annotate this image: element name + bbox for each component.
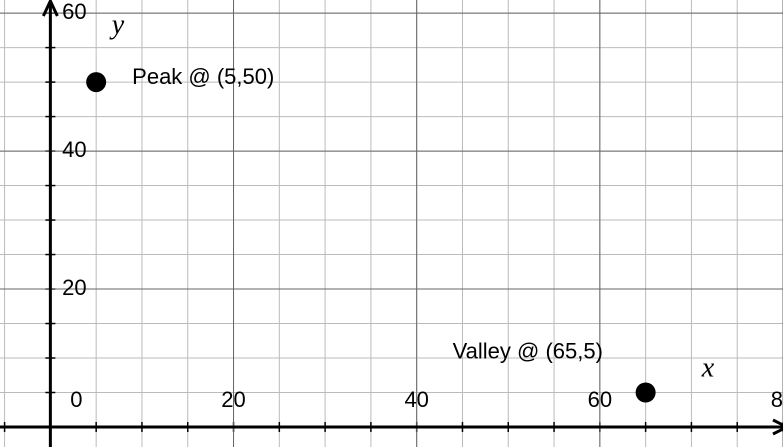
point <box>86 72 107 93</box>
annotation: Peak @ (5,50) <box>132 64 274 89</box>
x-tick-label: 60 <box>588 387 612 412</box>
x-tick-label: 0 <box>70 387 82 412</box>
y-tick-label: 60 <box>62 0 86 24</box>
annotation: Valley @ (65,5) <box>453 338 603 363</box>
y-tick-label: 40 <box>62 137 86 162</box>
point <box>635 382 656 403</box>
y-tick-label: 20 <box>62 275 86 300</box>
y-axis-label: y <box>109 9 125 40</box>
x-axis-arrow <box>772 418 783 436</box>
y-axis-arrow <box>42 0 59 17</box>
x-axis-label: x <box>701 352 715 383</box>
x-tick-label: 40 <box>404 387 428 412</box>
x-tick-label: 80 <box>771 387 783 412</box>
x-tick-label: 20 <box>221 387 245 412</box>
